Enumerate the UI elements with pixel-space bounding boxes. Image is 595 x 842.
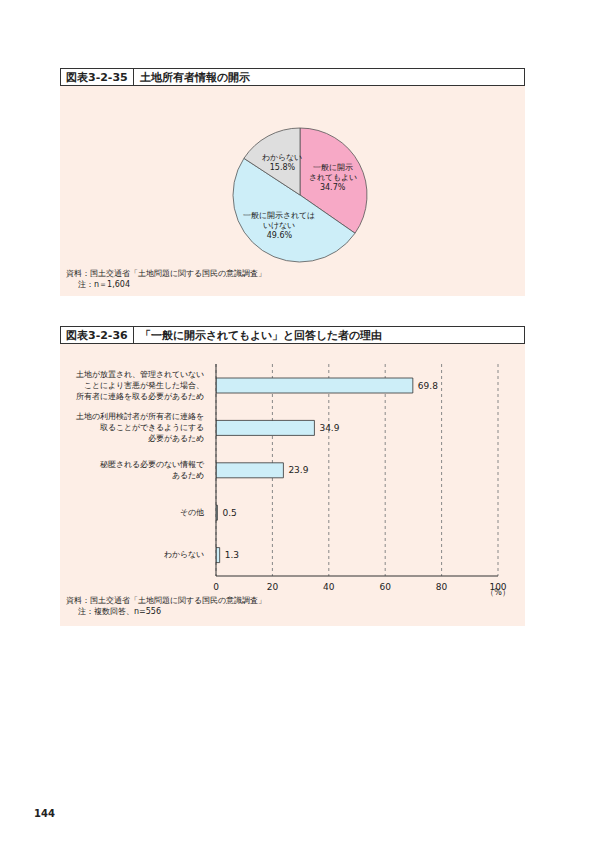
svg-text:60: 60	[379, 582, 391, 592]
svg-text:0.5: 0.5	[222, 508, 236, 518]
svg-text:100: 100	[489, 582, 507, 593]
html-text:土地所有者情報の開示: 土地所有者情報の開示	[139, 70, 250, 84]
svg-text:69.8: 69.8	[418, 381, 438, 391]
svg-text:その他: その他	[180, 508, 204, 517]
html-text:資料：国土交通省「土地問題に関する国民の意識調査」: 資料：国土交通省「土地問題に関する国民の意識調査」	[66, 269, 266, 278]
html-text:144: 144	[34, 808, 55, 819]
html-text:図表3-2-35: 図表3-2-35	[66, 70, 128, 84]
svg-text:わからない: わからない	[164, 550, 204, 559]
svg-text:わからない15.8%: わからない15.8%	[262, 153, 302, 172]
svg-text:一般に開示されてもよい34.7%: 一般に開示されてもよい34.7%	[309, 163, 357, 192]
svg-text:秘匿される必要のない情報であるため: 秘匿される必要のない情報であるため	[100, 460, 205, 480]
svg-text:80: 80	[436, 582, 448, 592]
svg-text:34.9: 34.9	[319, 423, 339, 433]
html-text:注：n＝1,604: 注：n＝1,604	[78, 280, 130, 289]
html-text:「一般に開示されてもよい」と回答した者の理由: 「一般に開示されてもよい」と回答した者の理由	[139, 328, 382, 342]
svg-text:一般に開示されてはいけない49.6%: 一般に開示されてはいけない49.6%	[243, 211, 315, 240]
svg-text:23.9: 23.9	[288, 465, 308, 475]
svg-text:土地の利用検討者が所有者に連絡を取ることができるようにする必: 土地の利用検討者が所有者に連絡を取ることができるようにする必要があるため	[76, 412, 204, 443]
svg-text:土地が放置され、管理されていないことにより害悪が発生した場合: 土地が放置され、管理されていないことにより害悪が発生した場合、所有者に連絡を取る…	[76, 370, 204, 401]
html-text:資料：国土交通省「土地問題に関する国民の意識調査」: 資料：国土交通省「土地問題に関する国民の意識調査」	[66, 596, 266, 605]
svg-text:20: 20	[267, 582, 279, 592]
html-text:図表3-2-36: 図表3-2-36	[66, 328, 128, 342]
svg-text:40: 40	[323, 582, 335, 592]
html-text:注：複数回答、n=556: 注：複数回答、n=556	[78, 607, 161, 616]
svg-text:0: 0	[213, 582, 219, 592]
svg-text:1.3: 1.3	[225, 550, 239, 560]
